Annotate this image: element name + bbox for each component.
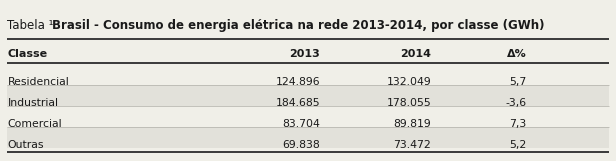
Text: Comercial: Comercial xyxy=(7,119,62,129)
Bar xyxy=(7,85,609,106)
Text: Classe: Classe xyxy=(7,49,47,59)
Bar xyxy=(7,127,609,148)
Text: 184.685: 184.685 xyxy=(276,98,320,108)
Text: Outras: Outras xyxy=(7,140,44,150)
Text: Brasil - Consumo de energia elétrica na rede 2013-2014, por classe (GWh): Brasil - Consumo de energia elétrica na … xyxy=(52,19,545,32)
Text: 124.896: 124.896 xyxy=(276,77,320,87)
Text: 5,7: 5,7 xyxy=(509,77,527,87)
Text: Δ%: Δ% xyxy=(507,49,527,59)
Text: Industrial: Industrial xyxy=(7,98,59,108)
Text: Tabela ¹: Tabela ¹ xyxy=(7,19,54,32)
Bar xyxy=(7,64,609,85)
Text: Residencial: Residencial xyxy=(7,77,69,87)
Text: 7,3: 7,3 xyxy=(509,119,527,129)
Text: 178.055: 178.055 xyxy=(386,98,431,108)
Text: 132.049: 132.049 xyxy=(386,77,431,87)
Text: 83.704: 83.704 xyxy=(283,119,320,129)
Text: 73.472: 73.472 xyxy=(394,140,431,150)
Text: -3,6: -3,6 xyxy=(506,98,527,108)
Text: 2014: 2014 xyxy=(400,49,431,59)
Text: 69.838: 69.838 xyxy=(283,140,320,150)
Text: 5,2: 5,2 xyxy=(509,140,527,150)
Bar xyxy=(7,106,609,127)
Text: 89.819: 89.819 xyxy=(394,119,431,129)
Text: 2013: 2013 xyxy=(290,49,320,59)
